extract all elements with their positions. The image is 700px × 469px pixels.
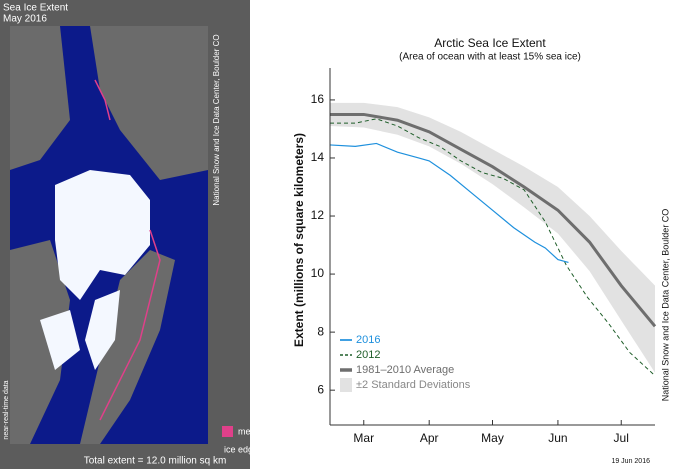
legend-text: median <box>238 426 268 436</box>
date-note: 19 Jun 2016 <box>611 458 650 465</box>
sea-ice <box>40 310 80 370</box>
std-band <box>330 102 655 373</box>
x-tick-label: May <box>481 431 504 445</box>
chart-credit: National Snow and Ice Data Center, Bould… <box>660 209 670 402</box>
land <box>80 250 175 444</box>
legend-text: ice edge <box>224 444 258 454</box>
chart-subtitle: (Area of ocean with at least 15% sea ice… <box>399 52 581 63</box>
x-tick-label: Mar <box>353 431 374 445</box>
x-tick-label: Apr <box>420 431 439 445</box>
legend-swatch <box>222 426 233 437</box>
y-tick-label: 10 <box>311 266 325 280</box>
median-ice-edge <box>94 79 111 121</box>
map-note: near-real-time data <box>3 380 10 439</box>
legend-text: 2016 <box>356 334 380 346</box>
sea-ice-map: Sea Ice Extent May 2016 National Snow an… <box>0 0 268 469</box>
map-subtitle: May 2016 <box>3 14 47 25</box>
chart-title: Arctic Sea Ice Extent <box>434 36 546 50</box>
y-tick-label: 16 <box>311 92 325 106</box>
legend-text: 1981–2010 Average <box>356 364 454 376</box>
map-title: Sea Ice Extent <box>3 3 68 14</box>
series-line <box>329 142 569 264</box>
y-tick-label: 6 <box>317 382 324 396</box>
land <box>10 240 70 444</box>
series-line <box>330 112 657 328</box>
x-tick-label: Jun <box>548 431 567 445</box>
sea-ice <box>55 170 150 300</box>
y-axis-label: Extent (millions of square kilometers) <box>292 133 306 347</box>
legend-text: ±2 Standard Deviations <box>356 379 471 391</box>
sea-ice <box>85 290 120 370</box>
map-credit: National Snow and Ice Data Center, Bould… <box>212 34 221 205</box>
map-total: Total extent = 12.0 million sq km <box>84 456 227 467</box>
legend-text: 2012 <box>356 349 380 361</box>
median-ice-edge <box>99 229 161 421</box>
land <box>10 26 70 170</box>
y-tick-label: 12 <box>311 208 325 222</box>
x-tick-label: Jul <box>614 431 629 445</box>
series-line <box>330 118 656 377</box>
y-tick-label: 14 <box>311 150 325 164</box>
land <box>90 26 208 180</box>
legend-swatch <box>340 378 352 392</box>
y-tick-label: 8 <box>317 324 324 338</box>
